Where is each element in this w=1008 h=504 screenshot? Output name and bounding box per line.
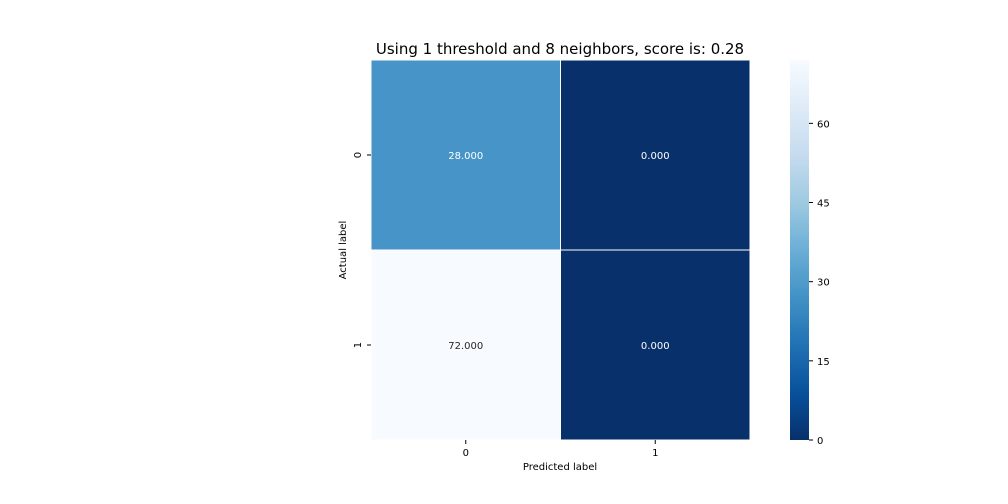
y-axis-label: Actual label <box>338 221 349 280</box>
heatmap-cell-1-0 <box>370 249 561 441</box>
colorbar-tick-label-2: 30 <box>817 278 830 289</box>
colorbar-tick-label-1: 15 <box>817 357 830 368</box>
y-tick-label-0: 0 <box>353 152 364 158</box>
heatmap-cell-0-0 <box>370 59 561 251</box>
heatmap-cells <box>370 59 751 441</box>
chart-title: Using 1 threshold and 8 neighbors, score… <box>376 40 744 58</box>
y-axis-ticks: 01 <box>353 152 371 348</box>
x-tick-label-0: 0 <box>463 448 469 459</box>
colorbar <box>790 60 809 440</box>
heatmap-cell-labels: 28.000 0.000 72.000 0.000 <box>448 151 669 352</box>
x-tick-label-1: 1 <box>652 448 658 459</box>
colorbar-ticks: 0 15 30 45 60 <box>809 119 830 447</box>
cell-label-0-1: 0.000 <box>641 151 670 162</box>
colorbar-tick-label-0: 0 <box>817 436 823 447</box>
heatmap-cell-0-1 <box>560 59 751 251</box>
heatmap-cell-1-1 <box>560 249 751 441</box>
colorbar-tick-label-4: 60 <box>817 119 830 130</box>
y-tick-label-1: 1 <box>353 342 364 348</box>
colorbar-tick-label-3: 45 <box>817 199 830 210</box>
cell-label-1-0: 72.000 <box>448 341 483 352</box>
x-axis-label: Predicted label <box>523 462 597 473</box>
cell-label-0-0: 28.000 <box>448 151 483 162</box>
cell-label-1-1: 0.000 <box>641 341 670 352</box>
